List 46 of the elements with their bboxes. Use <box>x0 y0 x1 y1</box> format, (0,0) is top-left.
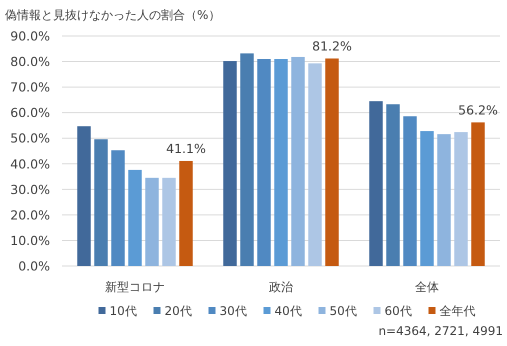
text: n=4364, 2721, 4991 <box>378 324 503 338</box>
chart-title: 偽情報と見抜けなかった人の割合（%） <box>5 8 220 22</box>
y-tick-label: 60.0% <box>10 105 50 120</box>
legend-label: 10代 <box>110 304 137 318</box>
bar <box>145 178 159 266</box>
legend-label: 40代 <box>274 304 302 318</box>
data-label: 41.1% <box>166 140 206 156</box>
bar <box>223 61 237 266</box>
bar <box>179 160 193 266</box>
bar <box>471 122 485 266</box>
bar <box>420 131 434 266</box>
y-tick-label: 50.0% <box>10 130 50 146</box>
data-label: 81.2% <box>312 38 352 54</box>
y-tick-label: 80.0% <box>10 54 50 70</box>
y-tick-label: 40.0% <box>10 156 50 172</box>
bar <box>257 59 271 266</box>
bar <box>274 59 288 266</box>
y-tick-label: 0.0% <box>18 258 50 274</box>
y-tick-label: 30.0% <box>10 182 50 197</box>
bar <box>403 116 417 266</box>
x-tick-label: 政治 <box>269 280 293 294</box>
bar <box>77 126 91 266</box>
bar <box>111 150 125 266</box>
x-tick-label: 新型コロナ <box>105 280 165 294</box>
bar <box>308 63 322 266</box>
bar <box>240 53 254 266</box>
data-label: 56.2% <box>458 102 498 118</box>
y-tick-label: 10.0% <box>10 232 50 248</box>
bar <box>291 56 305 266</box>
y-tick-label: 70.0% <box>10 80 50 95</box>
y-tick-label: 20.0% <box>10 207 50 222</box>
legend-label: 20代 <box>164 304 192 318</box>
bar <box>386 104 400 266</box>
bar <box>128 170 142 266</box>
y-tick-label: 90.0% <box>10 28 50 44</box>
bar <box>162 178 176 266</box>
x-tick-label: 全体 <box>415 280 439 294</box>
bar <box>454 132 468 266</box>
legend-label: 30代 <box>220 304 247 318</box>
bar <box>369 101 383 266</box>
bar <box>94 139 108 266</box>
legend-label: 全年代 <box>440 304 476 318</box>
legend-label: 50代 <box>330 304 357 318</box>
bar <box>437 134 451 266</box>
bar <box>325 58 339 266</box>
legend-label: 60代 <box>384 304 412 318</box>
